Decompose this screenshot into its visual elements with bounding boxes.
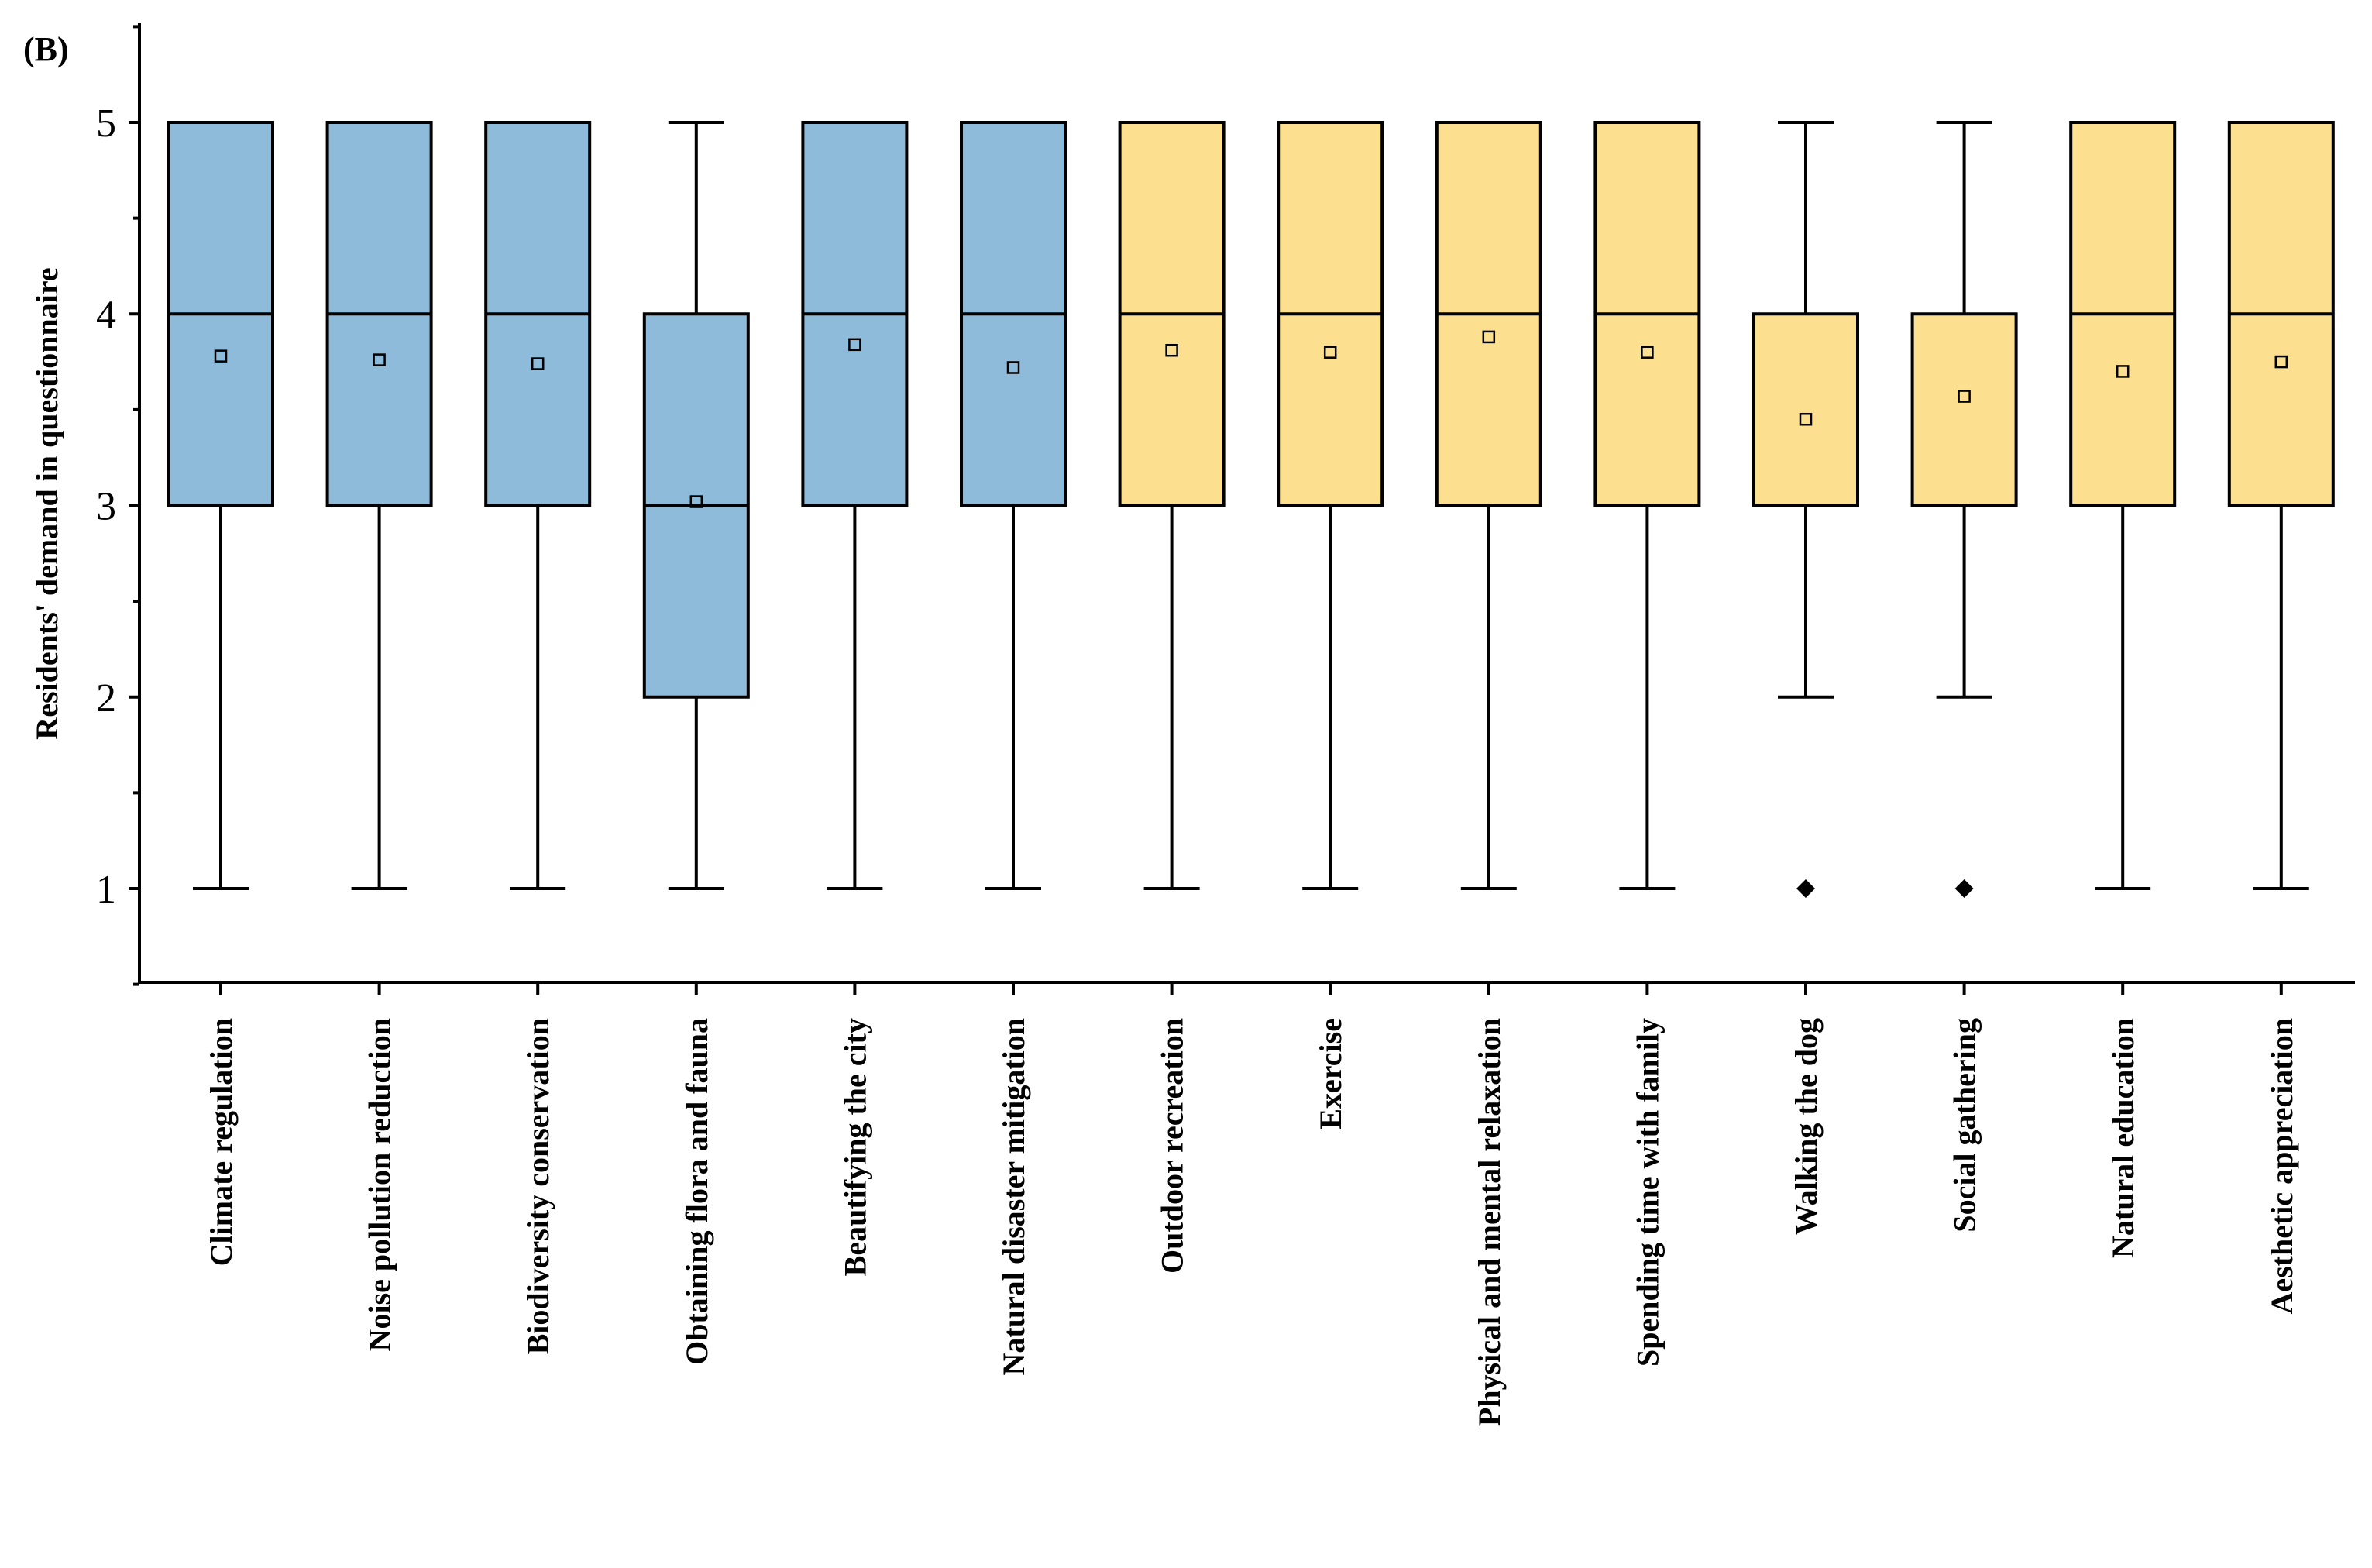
- x-category-label: Noise pollution reduction: [363, 1018, 397, 1351]
- box-iqr: [1752, 312, 1859, 507]
- x-category-label: Natural education: [2106, 1018, 2140, 1258]
- mean-marker: [1165, 343, 1178, 357]
- mean-marker: [531, 357, 545, 370]
- mean-marker: [1641, 346, 1654, 359]
- x-category-label: Spending time with family: [1630, 1018, 1665, 1367]
- x-category-label: Aesthetic appreciation: [2264, 1018, 2299, 1315]
- x-category-label: Obtaining flora and fauna: [679, 1018, 714, 1365]
- y-axis-label: Residents' demand in questionnaire: [29, 267, 64, 739]
- mean-marker: [689, 495, 703, 508]
- x-category-label: Biodiversity conservation: [521, 1018, 555, 1354]
- y-tick-label: 2: [96, 676, 116, 720]
- x-category-label: Walking the dog: [1789, 1018, 1824, 1235]
- y-tick-label: 3: [96, 485, 116, 529]
- outlier-marker: [1796, 879, 1815, 898]
- box-iqr: [1910, 312, 2018, 507]
- mean-marker: [1799, 412, 1813, 426]
- mean-marker: [1323, 346, 1337, 359]
- mean-marker: [2274, 355, 2288, 369]
- plot-area: 1 2 3 4 5 Climate regulation Noise pollution r…: [96, 23, 2355, 1426]
- mean-marker: [1482, 330, 1496, 344]
- x-category-label: Beautifying the city: [837, 1018, 872, 1276]
- mean-marker: [214, 349, 228, 363]
- mean-marker: [1006, 361, 1020, 374]
- mean-marker: [1958, 390, 1971, 403]
- outlier-marker: [1954, 879, 1974, 898]
- panel-label: (B): [23, 30, 69, 68]
- x-category-label: Exercise: [1313, 1018, 1348, 1130]
- y-tick-label: 5: [96, 101, 116, 146]
- y-tick-label: 1: [96, 868, 116, 912]
- x-category-label: Physical and mental relaxation: [1472, 1018, 1507, 1426]
- mean-marker: [2116, 365, 2130, 378]
- y-tick-label: 4: [96, 293, 116, 337]
- x-category-label: Natural disaster mitigation: [996, 1018, 1031, 1375]
- x-category-label: Outdoor recreation: [1155, 1018, 1190, 1274]
- x-category-label: Climate regulation: [204, 1018, 239, 1266]
- mean-marker: [848, 338, 861, 352]
- x-category-label: Social gathering: [1947, 1018, 1982, 1233]
- mean-marker: [373, 353, 386, 366]
